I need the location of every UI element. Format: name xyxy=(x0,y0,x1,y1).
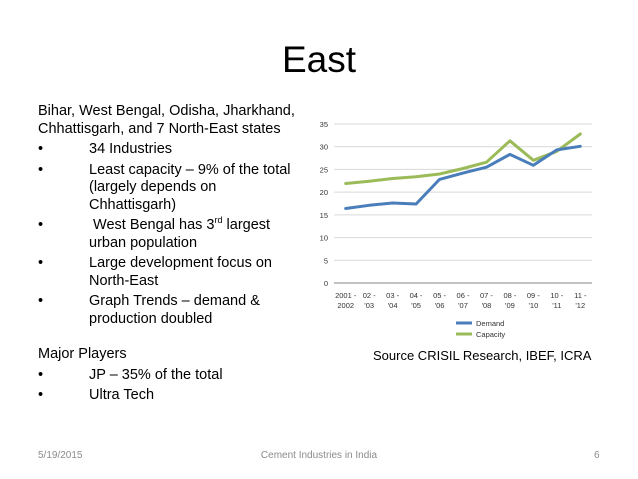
x-tick-label: 08 -'09 xyxy=(503,291,516,310)
bullet-marker: • xyxy=(38,293,44,309)
bullet-text-pre: West Bengal has 3 xyxy=(93,217,215,233)
bullet-marker: • xyxy=(38,141,44,157)
x-tick-label: 04 -'05 xyxy=(410,291,423,310)
data-point-capacity xyxy=(368,180,371,183)
x-tick-label: 2001 -2002 xyxy=(335,291,357,310)
y-tick-label: 0 xyxy=(324,279,328,288)
slide-title: East xyxy=(281,39,357,80)
x-tick-label: 11 -'12 xyxy=(574,291,587,310)
bullet-marker: • xyxy=(38,255,44,271)
data-point-capacity xyxy=(415,175,418,178)
bullet-text-post: largest urban population xyxy=(89,217,271,251)
facts-list: • 34 Industries • Least capacity – 9% of t… xyxy=(38,141,300,328)
x-tick-label: 09 -'10 xyxy=(527,291,540,310)
data-point-demand xyxy=(485,166,488,169)
bullet-item: • 34 Industries xyxy=(38,141,300,159)
data-point-demand xyxy=(415,202,418,205)
players-heading: Major Players xyxy=(38,346,127,362)
bullet-item: • Graph Trends – demand & production doub… xyxy=(38,293,300,328)
data-point-demand xyxy=(579,145,582,148)
y-tick-label: 5 xyxy=(324,256,328,265)
data-point-capacity xyxy=(508,139,511,142)
bullet-superscript: rd xyxy=(214,215,223,226)
data-point-capacity xyxy=(438,172,441,175)
bullet-text: West Bengal has 3rd largest urban popula… xyxy=(89,215,271,251)
player-item: • Ultra Tech xyxy=(38,387,300,405)
x-tick-label: 10 -'11 xyxy=(550,291,563,310)
text-panel: Bihar, West Bengal, Odisha, Jharkhand, C… xyxy=(38,103,300,408)
y-tick-label: 10 xyxy=(320,234,328,243)
footer-title: Cement Industries in India xyxy=(260,450,378,461)
bullet-item: • West Bengal has 3rd largest urban popu… xyxy=(38,215,300,252)
players-list: • JP – 35% of the total • Ultra Tech xyxy=(38,367,300,405)
y-tick-label: 25 xyxy=(320,165,328,174)
x-tick-label: 07 -'08 xyxy=(480,291,493,310)
bullet-text: 34 Industries xyxy=(89,141,173,157)
data-point-capacity xyxy=(462,167,465,170)
series-line-capacity xyxy=(344,132,582,185)
line-chart: 0 5 10 15 20 25 30 35 2001 -2002 02 -'03 03 -'04 04… xyxy=(320,120,592,339)
bullet-marker: • xyxy=(38,387,44,403)
x-tick-label: 03 -'04 xyxy=(386,291,399,310)
data-point-demand xyxy=(368,204,371,207)
bullet-marker: • xyxy=(38,217,44,233)
data-point-demand xyxy=(344,207,347,210)
data-point-demand xyxy=(391,202,394,205)
bullet-text: Least capacity – 9% of the total (largel… xyxy=(89,161,291,213)
legend-label-demand: Demand xyxy=(476,319,504,328)
data-point-demand xyxy=(462,172,465,175)
data-point-demand xyxy=(532,164,535,167)
player-item: • JP – 35% of the total xyxy=(38,367,300,385)
y-tick-label: 20 xyxy=(320,188,328,197)
y-tick-label: 30 xyxy=(320,143,328,152)
data-point-capacity xyxy=(579,132,582,135)
y-tick-label: 15 xyxy=(320,211,328,220)
legend-label-capacity: Capacity xyxy=(476,330,505,339)
y-tick-label: 35 xyxy=(320,120,328,129)
bullet-item: • Least capacity – 9% of the total (large… xyxy=(38,162,300,215)
data-point-demand xyxy=(508,153,511,156)
player-text: Ultra Tech xyxy=(89,387,155,403)
source-note: Source CRISIL Research, IBEF, ICRA xyxy=(373,348,592,363)
footer-page-number: 6 xyxy=(594,450,600,461)
data-point-capacity xyxy=(532,159,535,162)
region-intro: Bihar, West Bengal, Odisha, Jharkhand, C… xyxy=(38,103,295,137)
bullet-marker: • xyxy=(38,161,44,178)
data-point-demand xyxy=(438,178,441,181)
x-tick-label: 06 -'07 xyxy=(457,291,470,310)
x-tick-label: 02 -'03 xyxy=(363,291,376,310)
bullet-marker: • xyxy=(38,366,44,383)
player-text: JP – 35% of the total xyxy=(89,366,223,383)
data-point-capacity xyxy=(344,182,347,185)
series-line-demand xyxy=(344,144,582,210)
bullet-item: • Large development focus on North-East xyxy=(38,255,300,290)
data-point-capacity xyxy=(485,161,488,164)
x-tick-label: 05 -'06 xyxy=(433,291,446,310)
bullet-text: Large development focus on North-East xyxy=(89,255,272,289)
bullet-text: Graph Trends – demand & production doubl… xyxy=(89,293,260,327)
data-point-capacity xyxy=(391,177,394,180)
data-point-capacity xyxy=(555,150,558,153)
footer-date: 5/19/2015 xyxy=(38,450,83,461)
